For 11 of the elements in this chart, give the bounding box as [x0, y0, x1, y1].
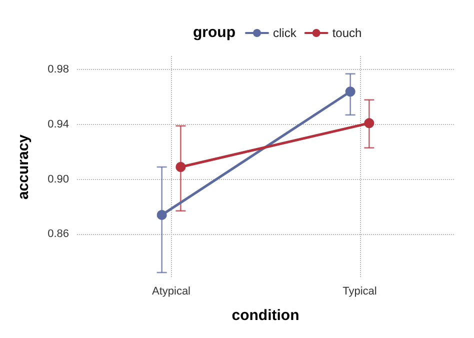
- y-axis-title: accuracy: [15, 134, 32, 200]
- y-tick-label: 0.90: [48, 173, 69, 186]
- x-tick-label: Typical: [342, 286, 377, 298]
- legend-label: click: [273, 26, 298, 40]
- y-tick-label: 0.86: [48, 228, 69, 240]
- x-tick-label: Atypical: [152, 286, 191, 298]
- x-axis-title: condition: [232, 307, 300, 324]
- y-tick-label: 0.98: [48, 64, 69, 76]
- legend-title: group: [193, 24, 236, 41]
- legend-label: touch: [332, 26, 362, 40]
- y-tick-label: 0.94: [48, 118, 69, 131]
